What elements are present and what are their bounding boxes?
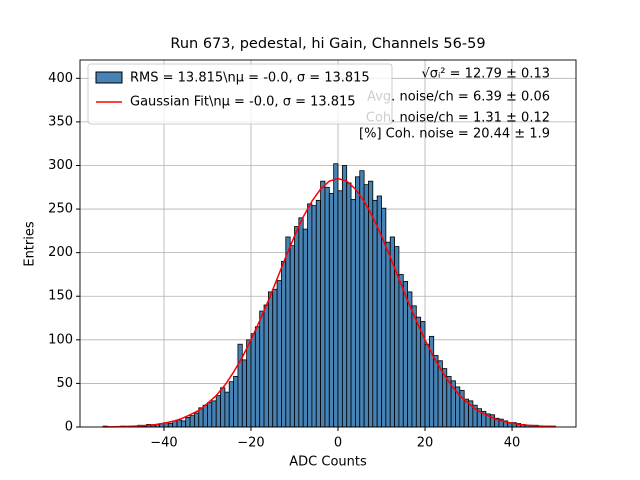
- bar: [215, 395, 221, 428]
- legend-swatch: [95, 71, 123, 84]
- bar: [385, 241, 391, 428]
- bar: [363, 184, 369, 428]
- bar: [241, 359, 248, 428]
- bar: [263, 304, 269, 428]
- bar: [207, 402, 213, 428]
- bar: [281, 260, 287, 428]
- bar: [289, 245, 295, 428]
- bar: [228, 381, 234, 428]
- bar: [368, 180, 374, 428]
- x-tick-label: −20: [237, 436, 264, 451]
- legend-label: Gaussian Fit\nμ = -0.0, σ = 13.815: [130, 95, 356, 110]
- annotation: Coh. noise/ch = 1.31 ± 0.12: [366, 111, 550, 126]
- bar: [202, 404, 208, 428]
- bar: [294, 226, 300, 428]
- bar: [254, 326, 261, 428]
- bar: [307, 203, 313, 428]
- y-tick-label: 150: [48, 289, 73, 304]
- y-axis-label: Entries: [23, 221, 38, 267]
- y-tick-label: 300: [48, 158, 73, 173]
- x-tick-label: 20: [417, 436, 434, 451]
- y-tick-label: 400: [48, 71, 73, 86]
- plot-frame: [79, 59, 577, 428]
- bar: [185, 417, 191, 428]
- bar: [167, 423, 174, 428]
- bar: [341, 165, 348, 428]
- bar: [224, 391, 230, 428]
- annotation: [%] Coh. noise = 20.44 ± 1.9: [359, 127, 550, 142]
- bar: [311, 205, 317, 428]
- x-tick-label: −40: [150, 436, 177, 451]
- bar: [328, 192, 335, 428]
- bar: [246, 339, 252, 428]
- bar: [359, 170, 365, 428]
- y-tick-label: 0: [65, 420, 73, 435]
- bar: [211, 400, 217, 428]
- bar: [398, 274, 404, 428]
- bar: [333, 163, 339, 428]
- bar: [415, 316, 422, 428]
- bar: [180, 420, 187, 428]
- bar: [276, 280, 282, 428]
- bar: [176, 419, 182, 428]
- x-tick-label: 0: [334, 436, 342, 451]
- bar: [237, 343, 243, 428]
- bar: [189, 415, 195, 428]
- bar: [259, 310, 265, 428]
- bar: [194, 412, 200, 428]
- x-axis-label: ADC Counts: [289, 455, 367, 470]
- y-tick-label: 100: [48, 332, 73, 347]
- legend-box: [87, 63, 393, 125]
- bar: [302, 228, 308, 428]
- bar: [267, 291, 274, 428]
- bar: [337, 190, 343, 428]
- bar: [285, 236, 291, 428]
- bar: [350, 199, 356, 428]
- bar: [407, 291, 413, 428]
- y-tick-label: 350: [48, 114, 73, 129]
- bar: [272, 288, 278, 428]
- fit-line: [103, 177, 556, 428]
- bar: [315, 199, 322, 428]
- bar: [355, 176, 361, 428]
- y-tick-label: 250: [48, 202, 73, 217]
- bar: [372, 199, 378, 428]
- bar: [424, 343, 430, 428]
- annotation: Avg. noise/ch = 6.39 ± 0.06: [367, 90, 550, 105]
- x-tick-label: 40: [504, 436, 521, 451]
- bar: [433, 355, 439, 428]
- bar: [411, 305, 417, 428]
- legend-label: RMS = 13.815\nμ = -0.0, σ = 13.815: [130, 71, 370, 86]
- bar: [320, 180, 326, 428]
- bar: [298, 217, 304, 428]
- bar: [324, 186, 330, 428]
- bar: [346, 182, 352, 428]
- bar: [402, 281, 409, 428]
- bar: [220, 387, 226, 428]
- y-tick-label: 50: [56, 376, 73, 391]
- annotation: √σᵢ² = 12.79 ± 0.13: [421, 67, 550, 82]
- chart-title: Run 673, pedestal, hi Gain, Channels 56-…: [170, 36, 485, 52]
- bar: [250, 333, 256, 428]
- bar: [233, 376, 239, 428]
- y-tick-label: 200: [48, 245, 73, 260]
